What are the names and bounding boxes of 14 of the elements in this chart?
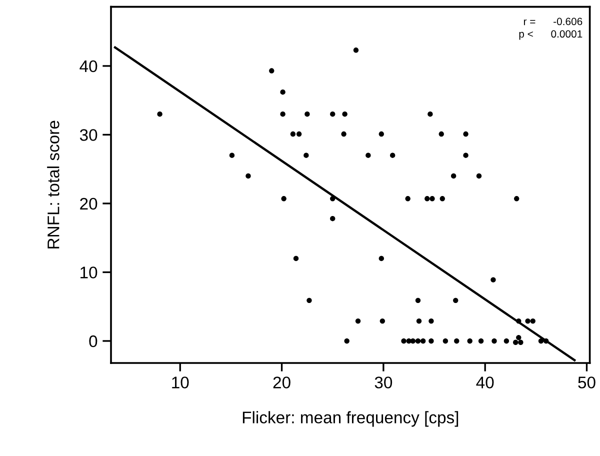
x-tick-label: 40 — [476, 376, 494, 388]
x-axis-title: Flicker: mean frequency [cps] — [242, 411, 458, 427]
y-tick-label: 0 — [89, 335, 98, 348]
x-tick-label: 10 — [172, 376, 189, 388]
y-axis-title: RNFL: total score — [47, 120, 60, 248]
x-tick-label: 50 — [578, 376, 596, 388]
y-tick-label: 40 — [80, 60, 98, 72]
x-tick-label: 20 — [273, 376, 290, 388]
annotation: p < 0.0001 — [519, 30, 582, 40]
y-tick-label: 20 — [80, 198, 98, 210]
x-tick-label: 30 — [374, 376, 392, 388]
annotation: r = -0.606 — [524, 18, 582, 26]
y-tick-label: 30 — [80, 129, 98, 141]
y-tick-label: 10 — [80, 266, 98, 278]
